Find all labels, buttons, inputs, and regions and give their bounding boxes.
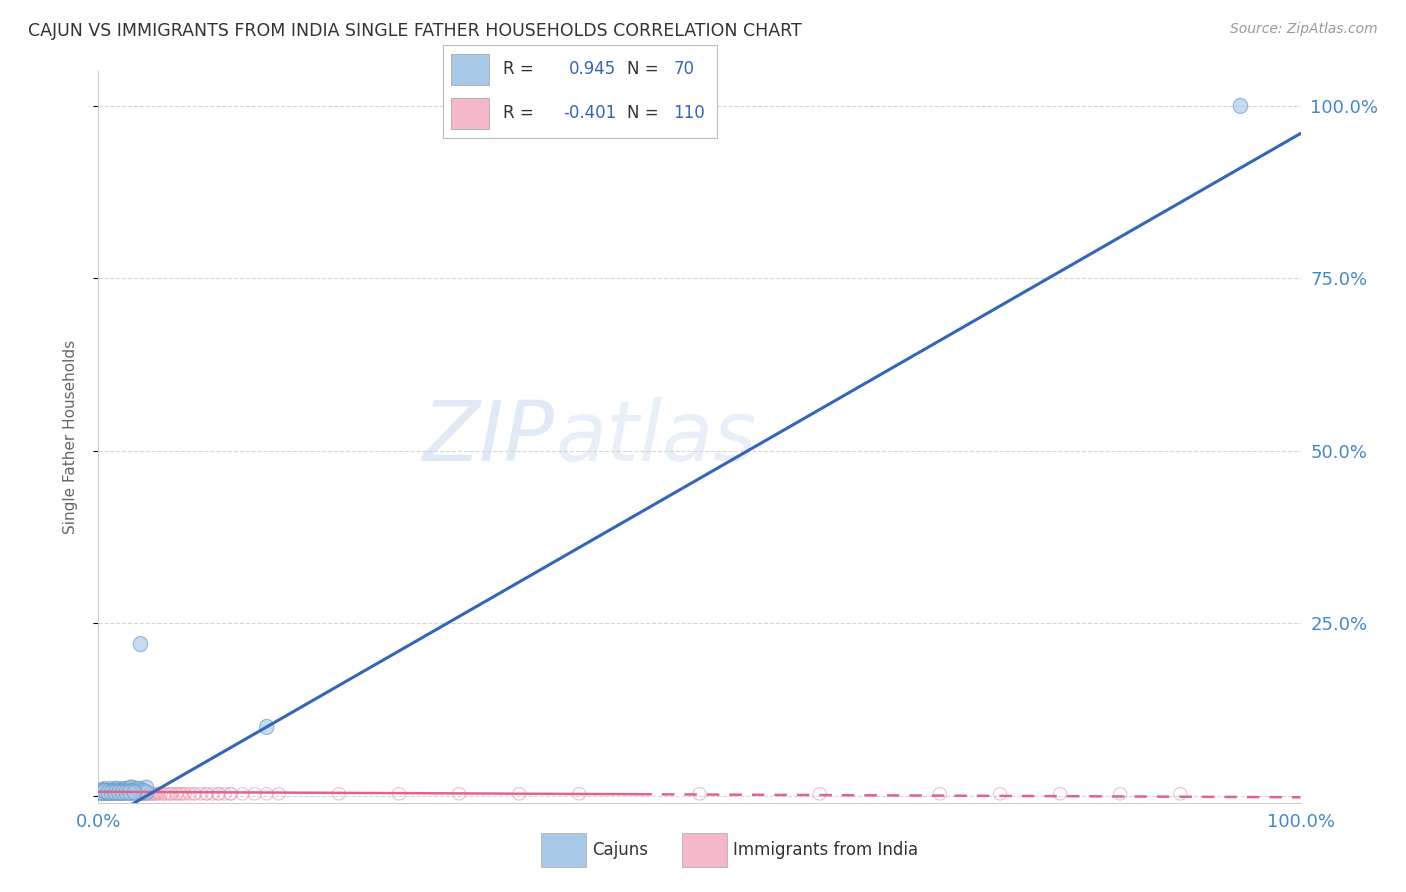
Ellipse shape: [134, 781, 148, 797]
Ellipse shape: [98, 785, 112, 800]
Ellipse shape: [125, 783, 139, 798]
Ellipse shape: [97, 783, 111, 798]
Ellipse shape: [128, 783, 143, 798]
Ellipse shape: [124, 780, 138, 795]
Text: 110: 110: [673, 104, 704, 122]
Ellipse shape: [118, 785, 132, 800]
Ellipse shape: [101, 783, 115, 798]
Text: Immigrants from India: Immigrants from India: [733, 841, 918, 859]
Ellipse shape: [139, 785, 153, 800]
Ellipse shape: [107, 785, 121, 800]
Ellipse shape: [120, 781, 134, 797]
Ellipse shape: [104, 785, 120, 800]
Ellipse shape: [96, 785, 111, 800]
Ellipse shape: [117, 783, 131, 798]
Text: CAJUN VS IMMIGRANTS FROM INDIA SINGLE FATHER HOUSEHOLDS CORRELATION CHART: CAJUN VS IMMIGRANTS FROM INDIA SINGLE FA…: [28, 22, 801, 40]
Ellipse shape: [97, 781, 111, 797]
Text: -0.401: -0.401: [564, 104, 617, 122]
Ellipse shape: [1233, 98, 1247, 113]
Ellipse shape: [103, 781, 118, 797]
Ellipse shape: [101, 783, 115, 798]
Ellipse shape: [97, 783, 111, 798]
Ellipse shape: [260, 719, 274, 734]
Text: R =: R =: [503, 61, 534, 78]
FancyBboxPatch shape: [451, 54, 489, 85]
Ellipse shape: [122, 785, 136, 800]
Ellipse shape: [111, 783, 125, 798]
Ellipse shape: [93, 785, 107, 800]
Ellipse shape: [129, 781, 143, 797]
Ellipse shape: [103, 785, 118, 800]
Ellipse shape: [110, 781, 124, 797]
Ellipse shape: [128, 785, 142, 800]
FancyBboxPatch shape: [451, 98, 489, 129]
Ellipse shape: [105, 783, 120, 798]
Y-axis label: Single Father Households: Single Father Households: [63, 340, 77, 534]
Ellipse shape: [115, 783, 129, 798]
Ellipse shape: [101, 785, 115, 800]
Ellipse shape: [94, 785, 108, 800]
Text: 70: 70: [673, 61, 695, 78]
Ellipse shape: [115, 781, 129, 797]
Ellipse shape: [108, 785, 122, 800]
Ellipse shape: [98, 785, 112, 800]
Ellipse shape: [118, 783, 132, 798]
Text: Cajuns: Cajuns: [592, 841, 648, 859]
Ellipse shape: [120, 785, 134, 800]
Ellipse shape: [94, 783, 110, 798]
Text: atlas: atlas: [555, 397, 756, 477]
Ellipse shape: [94, 783, 110, 798]
Ellipse shape: [105, 783, 120, 798]
Ellipse shape: [131, 781, 145, 797]
Ellipse shape: [103, 783, 117, 798]
Ellipse shape: [108, 785, 122, 800]
Text: N =: N =: [627, 104, 658, 122]
Ellipse shape: [134, 637, 148, 652]
Ellipse shape: [107, 783, 121, 798]
Text: 0.945: 0.945: [569, 61, 616, 78]
Ellipse shape: [112, 785, 128, 800]
Ellipse shape: [111, 783, 125, 798]
Ellipse shape: [129, 785, 143, 800]
Ellipse shape: [104, 785, 120, 800]
Ellipse shape: [111, 783, 127, 798]
Text: Source: ZipAtlas.com: Source: ZipAtlas.com: [1230, 22, 1378, 37]
Ellipse shape: [139, 780, 153, 795]
Ellipse shape: [132, 783, 146, 798]
Ellipse shape: [100, 784, 114, 799]
Ellipse shape: [122, 785, 136, 800]
Ellipse shape: [120, 783, 135, 798]
Ellipse shape: [125, 780, 139, 795]
Ellipse shape: [136, 783, 152, 798]
Text: N =: N =: [627, 61, 658, 78]
Ellipse shape: [115, 785, 129, 800]
Ellipse shape: [135, 785, 149, 800]
Ellipse shape: [100, 785, 114, 800]
Ellipse shape: [112, 785, 128, 800]
Ellipse shape: [127, 783, 141, 798]
Ellipse shape: [94, 785, 108, 800]
Ellipse shape: [121, 781, 136, 797]
Ellipse shape: [114, 785, 128, 800]
Ellipse shape: [128, 783, 142, 798]
Ellipse shape: [96, 785, 111, 800]
Ellipse shape: [111, 785, 127, 800]
Ellipse shape: [110, 781, 124, 797]
Ellipse shape: [121, 781, 136, 797]
Text: R =: R =: [503, 104, 534, 122]
Ellipse shape: [103, 785, 117, 800]
Text: ZIP: ZIP: [423, 397, 555, 477]
Ellipse shape: [128, 785, 142, 800]
